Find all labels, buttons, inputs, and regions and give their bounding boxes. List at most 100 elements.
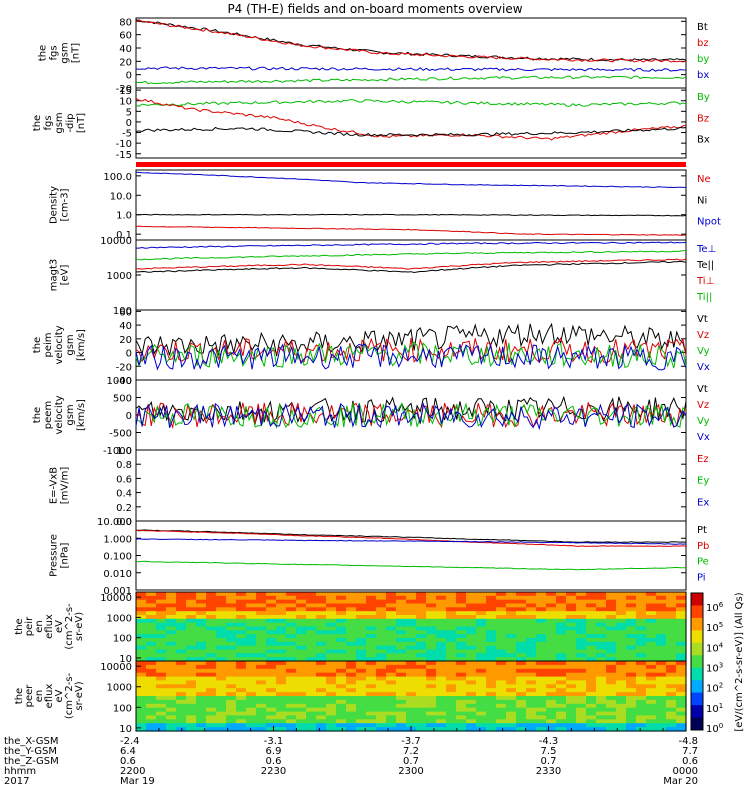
spectrogram-cell — [406, 707, 417, 713]
spectrogram-cell — [306, 672, 317, 678]
spectrogram-cell — [416, 676, 427, 682]
spectrogram-cell — [416, 672, 427, 678]
spectrogram-cell — [666, 615, 677, 620]
spectrogram-cell — [576, 680, 587, 685]
spectrogram-cell — [406, 703, 417, 709]
spectrogram-cell — [566, 719, 577, 724]
spectrogram-cell — [416, 699, 427, 705]
spectrogram-cell — [306, 676, 317, 682]
legend-entry: Ne — [697, 174, 711, 185]
spectrogram-cell — [676, 668, 687, 674]
ephemeris-value: 2230 — [261, 766, 286, 777]
y-tick-label: 60 — [119, 307, 132, 318]
spectrogram-cell — [296, 599, 307, 605]
spectrogram-cell — [356, 638, 367, 643]
spectrogram-cell — [326, 657, 337, 662]
spectrogram-cell — [186, 649, 197, 654]
spectrogram-cell — [636, 723, 647, 728]
spectrogram-cell — [316, 641, 327, 647]
spectrogram-cell — [416, 592, 427, 597]
spectrogram-cell — [256, 657, 267, 662]
y-axis-label: velocity — [54, 395, 65, 434]
spectrogram-cell — [596, 684, 607, 689]
spectrogram-cell — [196, 607, 207, 612]
spectrogram-cell — [236, 672, 247, 678]
spectrogram-cell — [306, 684, 317, 689]
date-label: Mar 19 — [120, 776, 155, 787]
spectrogram-cell — [406, 661, 417, 666]
spectrogram-cell — [446, 703, 457, 709]
spectrogram-cell — [606, 676, 617, 682]
spectrogram-cell — [446, 723, 457, 728]
spectrogram-cell — [236, 634, 247, 639]
spectrogram-cell — [206, 630, 217, 635]
spectrogram-cell — [346, 653, 357, 658]
spectrogram-cell — [476, 615, 487, 620]
spectrogram-cell — [526, 723, 537, 728]
spectrogram-cell — [346, 707, 357, 713]
spectrogram-cell — [566, 715, 577, 720]
spectrogram-cell — [386, 622, 397, 628]
spectrogram-cell — [466, 649, 477, 654]
spectrogram-cell — [266, 611, 277, 616]
spectrogram-cell — [586, 661, 597, 666]
spectrogram-cell — [626, 626, 637, 631]
spectrogram-cell — [486, 661, 497, 666]
spectrogram-cell — [406, 645, 417, 651]
spectrogram-cell — [646, 668, 657, 674]
spectrogram-cell — [626, 603, 637, 608]
spectrogram-cell — [536, 676, 547, 682]
y-tick-label: 100 — [113, 703, 132, 714]
spectrogram-cell — [306, 595, 317, 601]
spectrogram-cell — [216, 723, 227, 728]
spectrogram-cell — [666, 703, 677, 709]
spectrogram-cell — [576, 684, 587, 689]
spectrogram-cell — [266, 707, 277, 713]
spectrogram-cell — [146, 684, 157, 689]
spectrogram-cell — [586, 684, 597, 689]
spectrogram-cell — [476, 664, 487, 670]
spectrogram-cell — [666, 592, 677, 597]
spectrogram-cell — [226, 630, 237, 635]
spectrogram-cell — [576, 649, 587, 654]
spectrogram-cell — [486, 657, 497, 662]
spectrogram-cell — [326, 638, 337, 643]
spectrogram-cell — [586, 711, 597, 717]
spectrogram-cell — [476, 715, 487, 720]
spectrogram-cell — [276, 661, 287, 666]
spectrogram-cell — [456, 615, 467, 620]
spectrogram-cell — [206, 692, 217, 697]
spectrogram-cell — [346, 727, 357, 732]
spectrogram-cell — [226, 645, 237, 651]
spectrogram-cell — [366, 676, 377, 682]
spectrogram-cell — [356, 641, 367, 647]
spectrogram-cell — [276, 607, 287, 612]
legend-entry: Te|| — [696, 260, 714, 271]
spectrogram-cell — [196, 688, 207, 693]
spectrogram-cell — [546, 641, 557, 647]
spectrogram-cell — [386, 719, 397, 724]
spectrogram-cell — [246, 634, 257, 639]
spectrogram-cell — [506, 653, 517, 658]
spectrogram-cell — [356, 657, 367, 662]
spectrogram-cell — [456, 645, 467, 651]
spectrogram-cell — [466, 611, 477, 616]
spectrogram-cell — [186, 638, 197, 643]
spectrogram-cell — [536, 684, 547, 689]
year-label: 2017 — [4, 776, 29, 787]
spectrogram-cell — [596, 595, 607, 601]
spectrogram-cell — [366, 622, 377, 628]
spectrogram-cell — [366, 664, 377, 670]
spectrogram-cell — [366, 727, 377, 732]
spectrogram-cell — [536, 699, 547, 705]
spectrogram-cell — [206, 607, 217, 612]
spectrogram-cell — [186, 595, 197, 601]
spectrogram-cell — [576, 603, 587, 608]
spectrogram-cell — [296, 711, 307, 717]
spectrogram-cell — [296, 692, 307, 697]
spectrogram-cell — [496, 611, 507, 616]
spectrogram-cell — [276, 664, 287, 670]
spectrogram-cell — [566, 595, 577, 601]
spectrogram-cell — [506, 603, 517, 608]
series-line-Ti|| — [135, 250, 686, 261]
